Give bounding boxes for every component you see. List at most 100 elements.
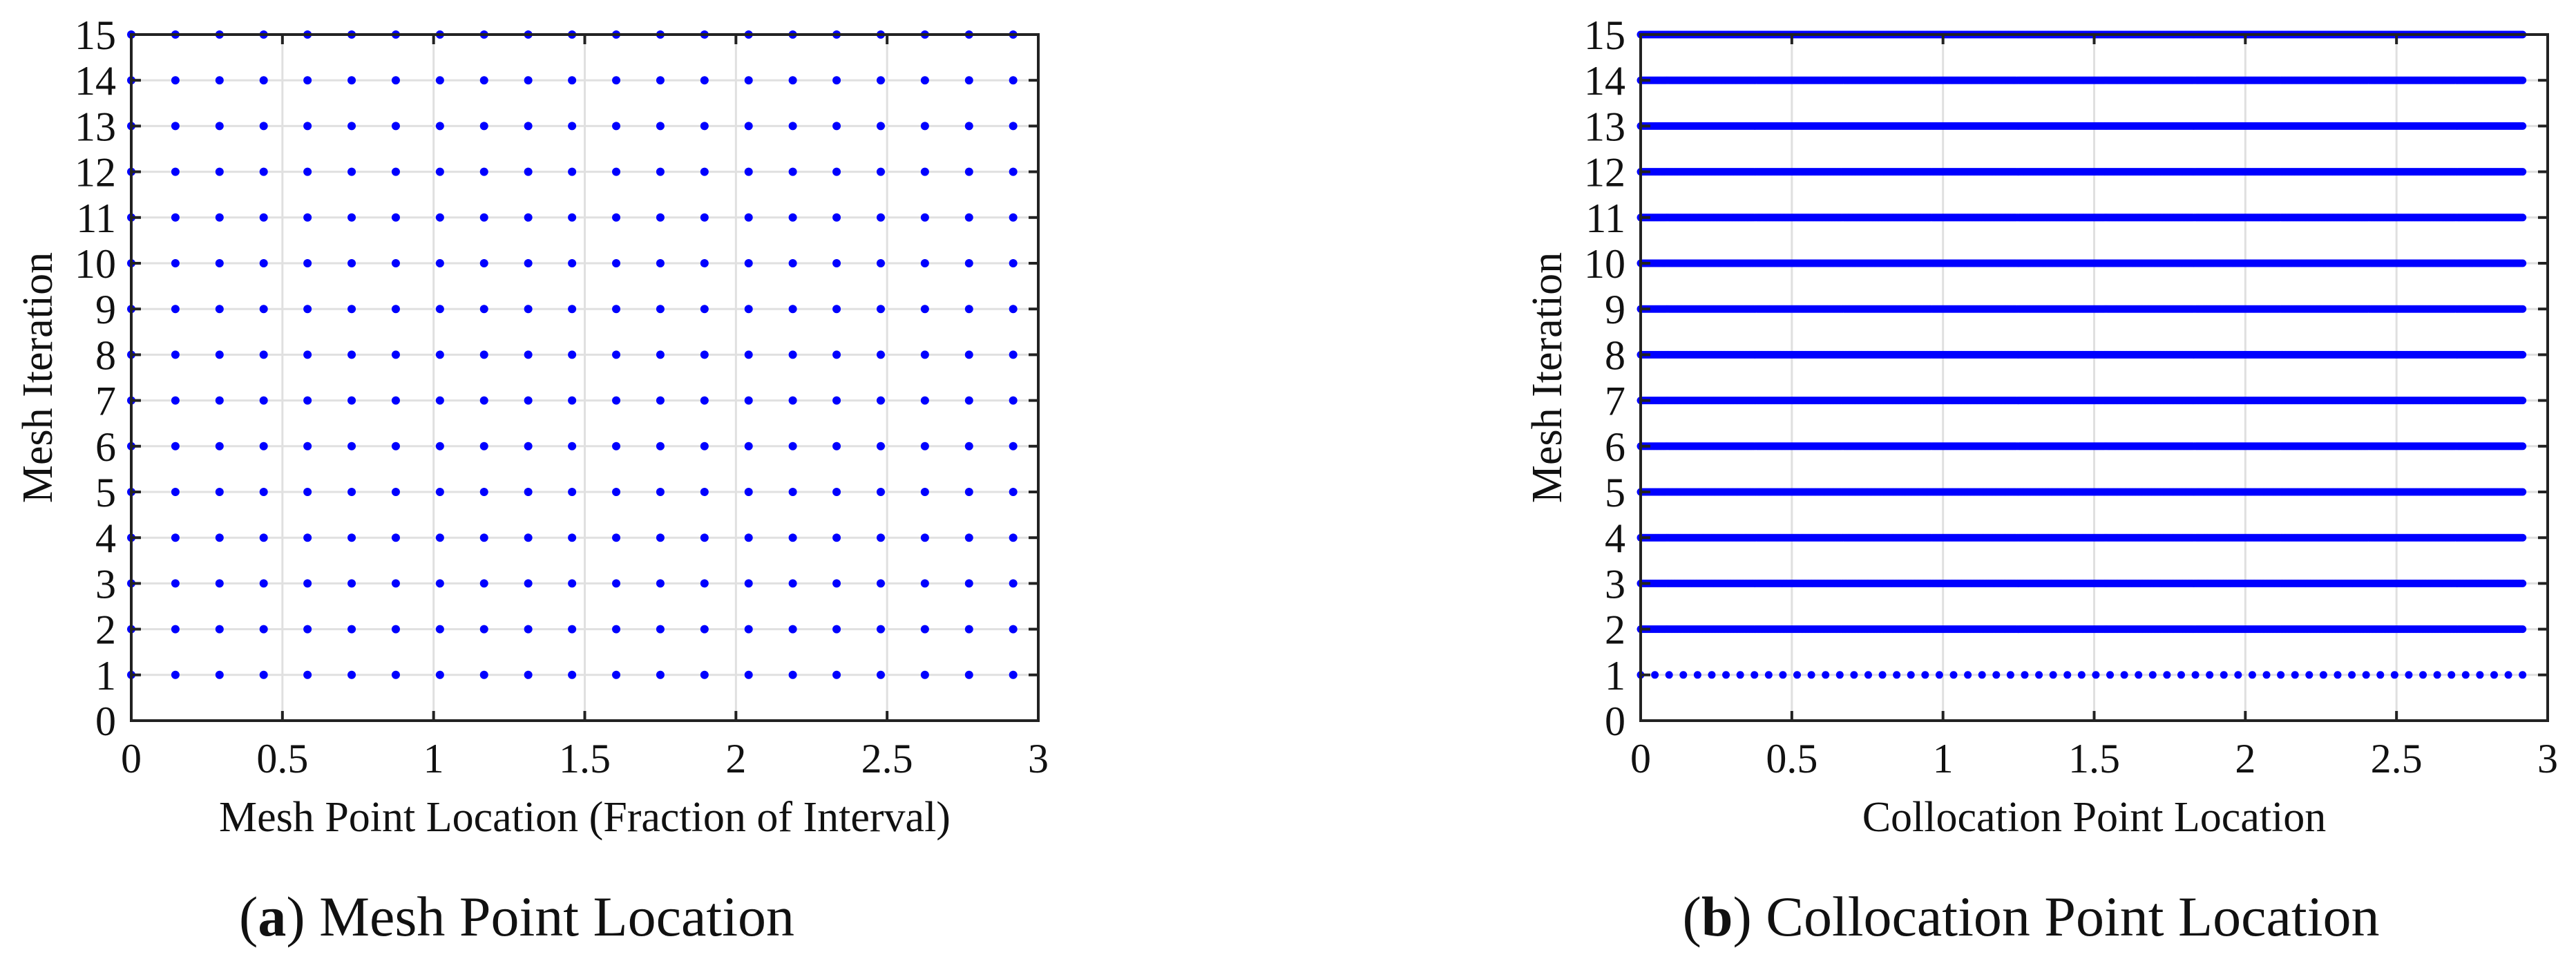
mesh-point — [524, 442, 533, 450]
mesh-point — [479, 305, 488, 314]
mesh-point — [920, 533, 929, 542]
mesh-point — [964, 350, 973, 359]
mesh-point — [259, 213, 268, 222]
mesh-point — [303, 350, 312, 359]
mesh-point — [964, 579, 973, 588]
x-tick-label: 2 — [725, 736, 746, 781]
mesh-point — [788, 488, 797, 496]
mesh-point — [656, 350, 665, 359]
mesh-point — [744, 625, 753, 634]
mesh-point — [435, 579, 444, 588]
mesh-point — [479, 350, 488, 359]
mesh-point — [1009, 122, 1018, 131]
mesh-point — [479, 213, 488, 222]
mesh-point — [788, 122, 797, 131]
mesh-point — [920, 305, 929, 314]
mesh-point — [612, 670, 621, 679]
mesh-point — [788, 76, 797, 85]
mesh-point — [171, 488, 180, 496]
mesh-point — [964, 533, 973, 542]
collocation-point — [2362, 671, 2370, 679]
mesh-point — [656, 76, 665, 85]
mesh-point — [568, 167, 577, 176]
collocation-point — [2277, 671, 2285, 679]
mesh-point — [259, 167, 268, 176]
mesh-point — [524, 259, 533, 267]
mesh-point — [656, 167, 665, 176]
mesh-point — [920, 579, 929, 588]
mesh-point — [700, 350, 709, 359]
y-tick-label: 6 — [95, 424, 116, 470]
mesh-point — [568, 76, 577, 85]
mesh-point — [435, 396, 444, 405]
mesh-point — [1009, 625, 1018, 634]
mesh-point — [215, 167, 224, 176]
mesh-point — [920, 625, 929, 634]
mesh-point — [303, 213, 312, 222]
mesh-point — [524, 579, 533, 588]
collocation-point — [1708, 671, 1716, 679]
mesh-point — [700, 579, 709, 588]
mesh-point — [171, 670, 180, 679]
mesh-point — [656, 488, 665, 496]
mesh-point — [479, 488, 488, 496]
collocation-point — [2063, 671, 2072, 679]
mesh-point — [656, 259, 665, 267]
mesh-point — [435, 350, 444, 359]
mesh-point — [788, 579, 797, 588]
mesh-point — [259, 122, 268, 131]
y-tick-label: 9 — [95, 287, 116, 332]
mesh-point — [700, 670, 709, 679]
collocation-point — [1949, 671, 1958, 679]
mesh-point — [876, 442, 885, 450]
mesh-point — [832, 350, 841, 359]
collocation-point — [2476, 671, 2484, 679]
mesh-point — [744, 670, 753, 679]
mesh-point — [832, 488, 841, 496]
mesh-point — [744, 396, 753, 405]
collocation-point — [2448, 671, 2456, 679]
mesh-point — [391, 396, 400, 405]
mesh-point — [700, 305, 709, 314]
collocation-point — [2106, 671, 2115, 679]
mesh-point — [171, 533, 180, 542]
mesh-point — [391, 533, 400, 542]
gridlines — [130, 33, 1040, 722]
collocation-point — [2291, 671, 2299, 679]
mesh-point — [303, 167, 312, 176]
mesh-point — [656, 305, 665, 314]
mesh-point — [876, 488, 885, 496]
mesh-point — [303, 579, 312, 588]
mesh-point — [568, 442, 577, 450]
collocation-point — [2135, 671, 2143, 679]
mesh-point — [435, 488, 444, 496]
mesh-point — [303, 122, 312, 131]
mesh-point — [788, 167, 797, 176]
collocation-point — [2049, 671, 2057, 679]
collocation-point — [1793, 671, 1802, 679]
mesh-point — [744, 213, 753, 222]
mesh-point — [435, 305, 444, 314]
collocation-point — [2348, 671, 2356, 679]
mesh-point — [303, 488, 312, 496]
mesh-point — [171, 167, 180, 176]
mesh-point — [656, 213, 665, 222]
mesh-point — [391, 122, 400, 131]
mesh-point — [656, 533, 665, 542]
mesh-point — [479, 259, 488, 267]
mesh-point — [1009, 488, 1018, 496]
mesh-point — [347, 167, 356, 176]
mesh-point — [259, 396, 268, 405]
mesh-point — [920, 76, 929, 85]
mesh-point — [876, 670, 885, 679]
mesh-point — [303, 442, 312, 450]
collocation-point — [2148, 671, 2157, 679]
mesh-point — [568, 670, 577, 679]
mesh-point — [215, 442, 224, 450]
mesh-point — [876, 625, 885, 634]
mesh-point — [171, 76, 180, 85]
mesh-point — [215, 670, 224, 679]
mesh-point — [612, 442, 621, 450]
mesh-point — [391, 579, 400, 588]
